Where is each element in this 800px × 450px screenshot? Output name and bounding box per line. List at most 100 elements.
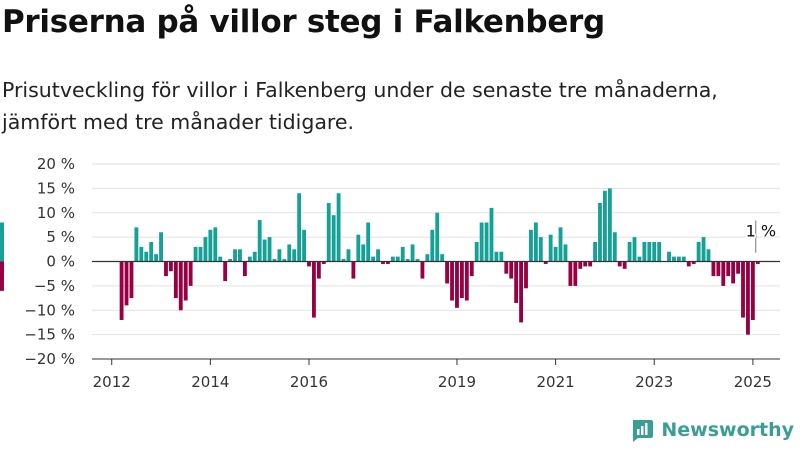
bar — [257, 220, 262, 262]
bar — [617, 261, 622, 267]
bar — [302, 229, 306, 262]
bar — [198, 246, 203, 262]
bar — [479, 222, 484, 262]
bar — [208, 229, 213, 262]
x-tick-label: 2021 — [537, 373, 575, 391]
bar — [543, 261, 548, 264]
bar — [573, 261, 578, 286]
bar — [716, 261, 721, 277]
bar — [385, 261, 390, 264]
bar — [307, 261, 311, 267]
bar — [247, 256, 252, 262]
x-tick-label: 2025 — [734, 373, 772, 391]
bar — [676, 256, 681, 262]
bar — [312, 261, 316, 318]
bar — [223, 261, 228, 281]
bar — [119, 261, 124, 320]
newsworthy-logo-icon — [633, 420, 654, 442]
bar — [607, 188, 612, 262]
bar — [238, 249, 242, 262]
bar — [583, 261, 588, 267]
bar — [321, 261, 326, 264]
bar — [400, 246, 405, 262]
annotations: 1 % — [744, 220, 778, 253]
bar — [395, 256, 400, 262]
bar — [474, 242, 479, 262]
bar — [282, 259, 287, 262]
bar — [445, 261, 450, 284]
bar — [168, 261, 173, 272]
x-tick-label: 2012 — [93, 373, 131, 391]
bar — [326, 203, 331, 262]
bar — [489, 207, 494, 262]
bar — [287, 244, 292, 262]
bar — [450, 261, 454, 301]
bar — [499, 251, 504, 262]
bar — [731, 261, 736, 284]
bar — [726, 261, 731, 277]
bar — [548, 234, 553, 262]
bar — [741, 261, 745, 318]
bar — [361, 244, 366, 262]
bar — [262, 239, 267, 262]
bar — [553, 246, 558, 262]
bar — [405, 259, 410, 262]
y-tick-label: −5 % — [34, 277, 75, 295]
bar — [242, 261, 247, 277]
bar — [686, 261, 691, 267]
y-tick-label: 10 % — [37, 204, 75, 222]
bar — [331, 215, 336, 262]
bars — [0, 188, 760, 335]
bar — [233, 249, 237, 262]
bar — [746, 261, 750, 335]
x-tick-label: 2019 — [438, 373, 476, 391]
y-tick-label: 15 % — [37, 179, 75, 197]
bar — [381, 261, 385, 264]
bar — [578, 261, 583, 269]
bar — [509, 261, 514, 279]
y-tick-label: −20 % — [24, 350, 75, 368]
bar — [524, 261, 528, 289]
bar — [563, 244, 568, 262]
bar — [371, 256, 376, 262]
bar — [538, 237, 543, 262]
bar — [642, 242, 647, 262]
bar — [504, 261, 509, 274]
bar — [228, 259, 233, 262]
bar — [459, 261, 464, 299]
bar — [267, 237, 272, 262]
bar — [149, 242, 154, 262]
y-tick-label: 5 % — [46, 228, 75, 246]
bar — [218, 256, 223, 262]
bar — [529, 229, 533, 262]
bar — [750, 261, 755, 320]
bar — [193, 246, 198, 262]
bar — [706, 249, 711, 262]
bar — [134, 227, 139, 262]
bar — [0, 246, 4, 262]
bar — [144, 251, 149, 262]
x-axis: 2012 2014 2016 2019 2021 2023 2025 — [92, 260, 780, 391]
bar — [696, 242, 701, 262]
bar — [415, 259, 420, 262]
newsworthy-logo: Newsworthy — [630, 416, 794, 444]
bar — [164, 261, 168, 277]
bar — [0, 261, 4, 272]
bar — [494, 251, 499, 262]
bar — [681, 256, 686, 262]
bar — [252, 251, 257, 262]
bar — [701, 237, 706, 262]
bar — [464, 261, 469, 301]
bar — [667, 251, 671, 262]
bar — [420, 261, 425, 279]
bar — [455, 261, 459, 308]
bar — [346, 249, 351, 262]
bar — [366, 222, 371, 262]
bar — [657, 242, 662, 262]
y-tick-label: −10 % — [24, 301, 75, 319]
bar — [568, 261, 573, 286]
bar — [154, 254, 159, 262]
y-tick-label: −15 % — [24, 326, 75, 344]
bar — [691, 261, 696, 264]
